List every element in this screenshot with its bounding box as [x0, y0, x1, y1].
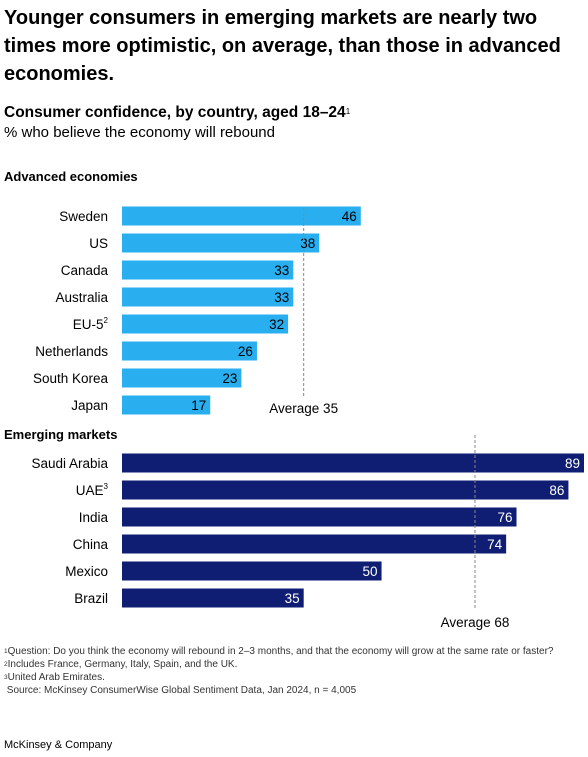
category-label: Saudi Arabia [31, 456, 108, 471]
category-label: Japan [71, 398, 108, 413]
value-label: 33 [274, 290, 289, 305]
value-label: 89 [565, 456, 580, 471]
value-label: 33 [274, 263, 289, 278]
value-label: 86 [549, 483, 564, 498]
footnote-mark: 1 [4, 648, 8, 655]
category-label: Sweden [59, 209, 108, 224]
value-label: 38 [300, 236, 315, 251]
average-label: Average 68 [441, 615, 510, 630]
footnote-text: United Arab Emirates. [7, 672, 105, 683]
footnote-text: Question: Do you think the economy will … [7, 646, 554, 657]
bar [122, 287, 294, 307]
category-label: India [79, 510, 109, 525]
value-label: 76 [497, 510, 512, 525]
advanced-economies-panel-title: Advanced economies [4, 169, 138, 184]
category-label: Brazil [74, 591, 108, 606]
bar [122, 314, 289, 334]
bar [122, 561, 382, 581]
footnotes: 1Question: Do you think the economy will… [4, 645, 584, 697]
value-label: 46 [342, 209, 357, 224]
value-label: 50 [363, 564, 378, 579]
chart-subtitle-footnote-mark: 1 [345, 107, 351, 116]
category-label: UAE3 [76, 482, 109, 498]
bar [122, 206, 361, 226]
brand-name: McKinsey & Company [4, 739, 113, 751]
chart-subtitle-text: Consumer confidence, by country, aged 18… [4, 104, 346, 121]
bar-chart: Advanced economies Sweden 46 US 38 Canada 33 Au… [4, 169, 584, 630]
chart-headline: Younger consumers in emerging markets ar… [4, 7, 561, 85]
footnote-mark: 3 [4, 674, 8, 681]
category-label: South Korea [33, 371, 109, 386]
footnote-text: Includes France, Germany, Italy, Spain, … [7, 659, 238, 670]
bar [122, 368, 242, 388]
bar [122, 341, 257, 361]
value-label: 26 [238, 344, 253, 359]
category-label: Australia [55, 290, 108, 305]
value-label: 32 [269, 317, 284, 332]
bar [122, 395, 211, 415]
category-label: Canada [61, 263, 109, 278]
category-label: Netherlands [35, 344, 108, 359]
bar [122, 233, 320, 253]
bar [122, 507, 517, 527]
bar [122, 588, 304, 608]
footnote-1: 1Question: Do you think the economy will… [4, 645, 584, 658]
chart-unit-label: % who believe the economy will rebound [4, 124, 275, 141]
bar [122, 480, 569, 500]
emerging-markets-panel-title: Emerging markets [4, 427, 117, 442]
footnote-2: 2Includes France, Germany, Italy, Spain,… [4, 658, 584, 671]
chart-subtitle: Consumer confidence, by country, aged 18… [4, 103, 579, 123]
source-text: Source: McKinsey ConsumerWise Global Sen… [6, 685, 357, 696]
bar [122, 260, 294, 280]
average-label: Average 35 [269, 401, 338, 416]
footnote-source: Source: McKinsey ConsumerWise Global Sen… [4, 684, 584, 697]
value-label: 74 [487, 537, 503, 552]
category-label: US [89, 236, 108, 251]
footnote-3: 3United Arab Emirates. [4, 671, 584, 684]
category-label: China [73, 537, 109, 552]
bar [122, 453, 584, 473]
category-label: Mexico [65, 564, 108, 579]
footnote-mark: 2 [4, 661, 8, 668]
value-label: 35 [285, 591, 300, 606]
bar [122, 534, 507, 554]
value-label: 17 [191, 398, 206, 413]
category-label: EU-52 [73, 316, 109, 332]
value-label: 23 [222, 371, 237, 386]
